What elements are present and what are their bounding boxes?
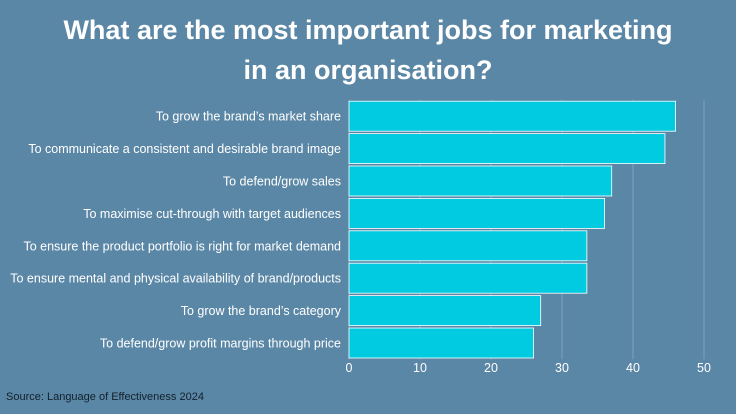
bar-2 xyxy=(348,165,613,197)
source-note: Source: Language of Effectiveness 2024 xyxy=(6,391,204,403)
bar-5 xyxy=(348,262,588,294)
category-label-1: To communicate a consistent and desirabl… xyxy=(28,142,341,156)
bar-3 xyxy=(348,197,606,229)
x-tick-label-1: 10 xyxy=(413,361,427,375)
bar-6 xyxy=(348,295,542,327)
chart-title-line-2: in an organisation? xyxy=(243,55,493,85)
chart-title: What are the most important jobs for mar… xyxy=(0,10,736,90)
x-tick-label-3: 30 xyxy=(555,361,569,375)
x-tick-label-2: 20 xyxy=(484,361,498,375)
category-label-3: To maximise cut-through with target audi… xyxy=(83,207,341,221)
category-label-7: To defend/grow profit margins through pr… xyxy=(100,337,341,351)
category-label-0: To grow the brand’s market share xyxy=(156,110,341,124)
bar-4 xyxy=(348,230,588,262)
bar-7 xyxy=(348,327,535,359)
category-label-2: To defend/grow sales xyxy=(223,175,341,189)
category-label-6: To grow the brand’s category xyxy=(181,304,342,318)
x-tick-label-4: 40 xyxy=(626,361,640,375)
bar-1 xyxy=(348,133,666,165)
x-tick-label-0: 0 xyxy=(346,361,353,375)
x-tick-label-5: 50 xyxy=(697,361,711,375)
category-label-5: To ensure mental and physical availabili… xyxy=(10,272,341,286)
bar-0 xyxy=(348,100,677,132)
chart-title-line-1: What are the most important jobs for mar… xyxy=(63,15,673,45)
category-label-4: To ensure the product portfolio is right… xyxy=(23,239,341,253)
